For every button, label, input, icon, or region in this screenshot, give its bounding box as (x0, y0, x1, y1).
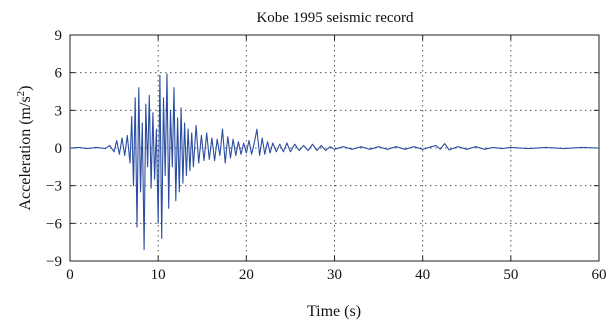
x-tick-label: 50 (503, 267, 518, 283)
x-tick-label: 60 (592, 267, 607, 283)
y-axis-label-end: ) (17, 86, 34, 91)
y-axis-label: Acceleration (m/s2) (15, 86, 34, 211)
x-tick-label: 0 (66, 267, 74, 283)
y-tick-label: 9 (55, 28, 63, 44)
y-axis-label-main: Acceleration (m/s (17, 96, 34, 210)
y-tick-label: 3 (55, 103, 63, 119)
x-axis-label: Time (s) (307, 303, 361, 320)
y-tick-label: −9 (46, 254, 62, 270)
y-tick-label: −3 (46, 179, 62, 195)
grid-layer (70, 35, 599, 261)
y-tick-label: 6 (55, 66, 63, 82)
y-axis-label-sup: 2 (15, 91, 27, 97)
x-tick-label: 30 (327, 267, 342, 283)
x-tick-label: 20 (239, 267, 254, 283)
y-tick-label: −6 (46, 216, 62, 232)
chart-title: Kobe 1995 seismic record (256, 10, 414, 26)
y-tick-label: 0 (55, 141, 63, 157)
x-tick-label: 40 (415, 267, 430, 283)
x-tick-label: 10 (151, 267, 166, 283)
series-line-acceleration (69, 73, 600, 251)
